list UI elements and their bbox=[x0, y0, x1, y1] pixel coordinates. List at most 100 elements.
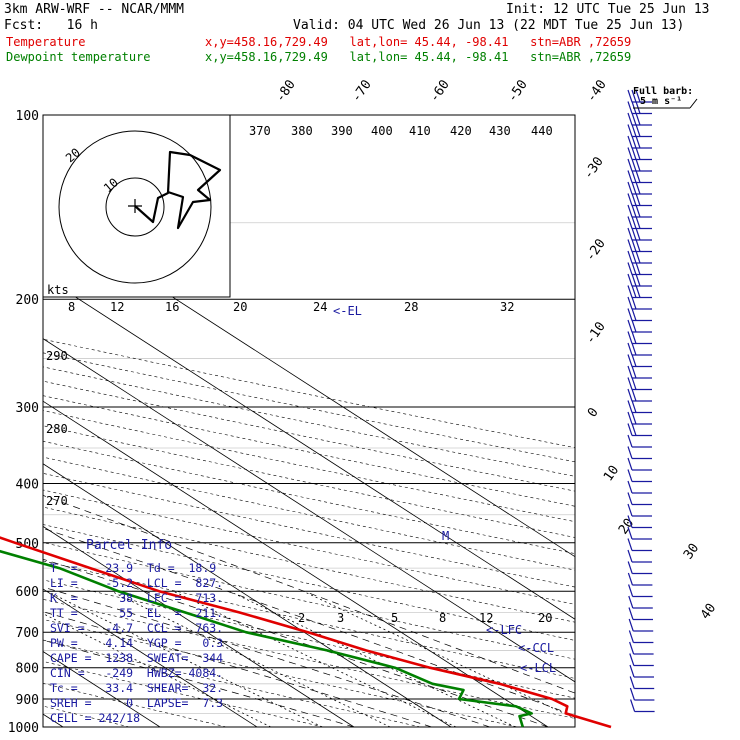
parcel-row: Tc = 33.4 SHEAR= 32. bbox=[50, 681, 224, 695]
isotherm-label: 0 bbox=[585, 405, 602, 420]
wind-barb bbox=[627, 354, 652, 368]
isotherm-label: -30 bbox=[581, 154, 607, 182]
parcel-row: SREH = 0 LAPSE= 7.3 bbox=[50, 696, 224, 710]
temperature-location: x,y=458.16,729.49 lat,lon= 45.44, -98.41… bbox=[205, 35, 632, 49]
pressure-tick-label: 300 bbox=[16, 401, 39, 416]
dry-adiabat bbox=[43, 338, 575, 448]
wind-barb bbox=[627, 457, 652, 471]
wind-barb bbox=[627, 89, 652, 103]
init-time: Init: 12 UTC Tue 25 Jun 13 bbox=[506, 2, 710, 17]
isotherm-label: -60 bbox=[427, 77, 453, 105]
theta-label: 370 bbox=[249, 124, 271, 138]
wind-barb bbox=[629, 687, 655, 701]
wind-barb bbox=[627, 124, 652, 138]
wind-barb bbox=[627, 101, 652, 115]
wind-barb bbox=[627, 411, 652, 425]
wind-legend-barb bbox=[633, 98, 698, 109]
isotherm-label: 32 bbox=[500, 300, 514, 314]
pressure-tick-label: 1000 bbox=[8, 721, 39, 736]
mixing-ratio-label: 3 bbox=[337, 611, 344, 625]
temperature-legend: Temperature bbox=[6, 35, 86, 49]
wind-barb bbox=[627, 147, 652, 161]
isotherm-label: 12 bbox=[110, 300, 124, 314]
parcel-row: K = 38 LFC = 713. bbox=[50, 591, 224, 605]
wind-legend-title: Full barb: bbox=[633, 86, 693, 97]
mixing-ratio-line bbox=[229, 590, 516, 727]
theta-label: 390 bbox=[331, 124, 353, 138]
dry-adiabat bbox=[43, 352, 575, 463]
wind-barb bbox=[627, 193, 652, 207]
isotherm-label: 30 bbox=[681, 541, 702, 562]
wind-barb bbox=[627, 158, 652, 172]
wind-barb bbox=[628, 630, 654, 644]
wind-barb bbox=[627, 377, 652, 391]
theta-label: 410 bbox=[409, 124, 431, 138]
wind-barb bbox=[627, 262, 652, 276]
pressure-tick-label: 200 bbox=[16, 293, 39, 308]
mixing-ratio-label: 5 bbox=[391, 611, 398, 625]
isotherm-label: 20 bbox=[233, 300, 247, 314]
isotherm-label: 28 bbox=[404, 300, 418, 314]
wind-barb bbox=[629, 664, 654, 678]
parcel-info-panel: Parcel Info T = 23.9 Td = 18.9 LI = -5.2… bbox=[44, 537, 230, 727]
temperature-profile bbox=[0, 536, 612, 729]
mixing-ratio-label: 2 bbox=[298, 611, 305, 625]
wind-barb bbox=[627, 331, 652, 345]
dry-adiabat bbox=[43, 489, 575, 605]
wind-barb bbox=[627, 135, 652, 149]
wind-barb bbox=[627, 239, 652, 253]
m-marker: M bbox=[442, 529, 449, 543]
wind-barb bbox=[627, 503, 652, 517]
wind-barb bbox=[627, 446, 652, 460]
isotherm-line bbox=[43, 463, 452, 727]
parcel-row: CIN = -249 HWBZ= 4084. bbox=[50, 666, 224, 680]
isotherm-label: 40 bbox=[698, 601, 719, 622]
theta-label: 420 bbox=[450, 124, 472, 138]
wind-barb bbox=[627, 434, 652, 448]
parcel-row: CAPE = 1238 SWEAT= 344 bbox=[50, 651, 224, 665]
pressure-tick-label: 400 bbox=[16, 477, 39, 492]
wind-barb bbox=[627, 227, 652, 241]
theta-label: 440 bbox=[531, 124, 553, 138]
parcel-row: CELL = 242/18 bbox=[50, 711, 141, 725]
wind-barb bbox=[627, 250, 652, 264]
wind-barb bbox=[630, 699, 655, 713]
dewpoint-legend: Dewpoint temperature bbox=[6, 50, 151, 64]
isotherm-label: -40 bbox=[584, 77, 610, 105]
wind-barb bbox=[627, 480, 652, 494]
wind-barb bbox=[627, 170, 652, 184]
wind-barb bbox=[627, 400, 652, 414]
hodograph-units: kts bbox=[47, 283, 69, 297]
isotherm-label: -50 bbox=[505, 77, 531, 105]
parcel-row: LI = -5.2 LCL = 827. bbox=[50, 576, 224, 590]
theta-label: 430 bbox=[489, 124, 511, 138]
wind-barb bbox=[628, 607, 653, 621]
theta-label: 290 bbox=[46, 349, 68, 363]
wind-barb bbox=[627, 365, 652, 379]
wind-barb bbox=[628, 595, 653, 609]
dewpoint-location: x,y=458.16,729.49 lat,lon= 45.44, -98.41… bbox=[205, 50, 632, 64]
mixing-ratio-line bbox=[43, 613, 271, 727]
wind-barb bbox=[627, 515, 652, 529]
isotherm-line bbox=[43, 525, 355, 727]
wind-barb bbox=[627, 296, 652, 310]
wind-barb bbox=[627, 423, 652, 437]
wind-barb bbox=[627, 538, 652, 552]
wind-barb bbox=[627, 561, 653, 575]
parcel-info-title: Parcel Info bbox=[86, 538, 173, 553]
isotherm-label: -10 bbox=[583, 319, 609, 347]
dry-adiabat bbox=[43, 683, 227, 727]
mixing-ratio-label: 20 bbox=[538, 611, 552, 625]
isotherm-label: 16 bbox=[165, 300, 179, 314]
pressure-tick-label: 100 bbox=[16, 109, 39, 124]
wind-barb bbox=[627, 492, 652, 506]
isotherm-label: -70 bbox=[349, 77, 375, 105]
wind-barb bbox=[627, 469, 652, 483]
wind-barb bbox=[627, 388, 652, 402]
wind-barb bbox=[627, 112, 652, 126]
lcl-marker: <-LCL bbox=[520, 661, 556, 675]
pressure-tick-label: 700 bbox=[16, 626, 39, 641]
moist-adiabat bbox=[43, 586, 490, 727]
wind-legend-units: 5 m s⁻¹ bbox=[640, 96, 682, 107]
